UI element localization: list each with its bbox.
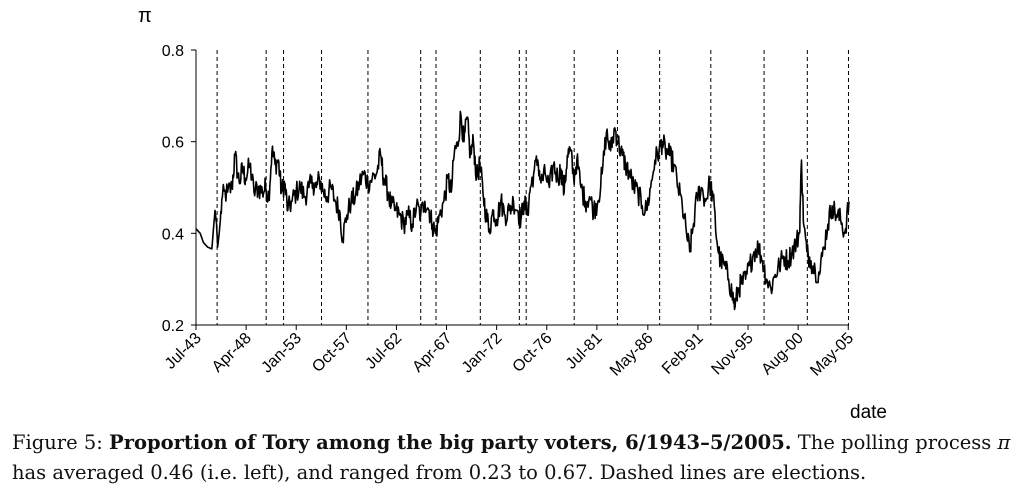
x-ticks: Jul-43 Apr-48 Jan-53 Oct-57 Jul-62 Apr-67 Jan-… [162,325,857,380]
caption-title: Proportion of Tory among the big party v… [109,431,792,454]
x-tick-label: Apr-48 [209,330,255,376]
x-tick-label: Jul-81 [563,330,606,373]
x-tick-label: Oct-76 [510,330,556,376]
y-tick-label: 0.2 [162,318,184,335]
x-tick-label: May-05 [807,330,857,380]
x-tick-label: Jul-43 [162,330,205,373]
x-tick-label: Jan-53 [258,330,305,377]
election-lines [216,50,849,325]
x-tick-label: Feb-91 [659,330,707,378]
series-line [195,110,850,311]
x-tick-label: May-86 [607,330,657,380]
x-tick-label: Aug-00 [758,330,807,379]
y-ticks: 0.2 0.4 0.6 0.8 [162,43,196,335]
x-tick-label: Nov-95 [708,330,757,379]
caption-text-2: has averaged 0.46 (i.e. left), and range… [12,461,867,484]
figure-caption: Figure 5: Proportion of Tory among the b… [12,428,1017,488]
x-tick-label: Jul-62 [362,330,405,373]
y-tick-label: 0.6 [162,135,184,152]
x-tick-label: Apr-67 [409,330,455,376]
y-tick-label: 0.8 [162,43,184,60]
y-axis-label: π [138,5,152,27]
x-tick-label: Jan-72 [459,330,506,377]
series-group [195,110,850,311]
caption-prefix: Figure 5: [12,431,110,454]
y-tick-label: 0.4 [162,226,184,243]
x-tick-label: Oct-57 [309,330,355,376]
caption-symbol: π [997,431,1011,454]
caption-text-1: The polling process [791,431,998,454]
x-axis-label: date [850,402,887,420]
axes [195,50,849,326]
chart: π 0.20.40.60.8 Jul-43 Apr-48 Jan-53 Oct-57 J… [138,5,887,420]
